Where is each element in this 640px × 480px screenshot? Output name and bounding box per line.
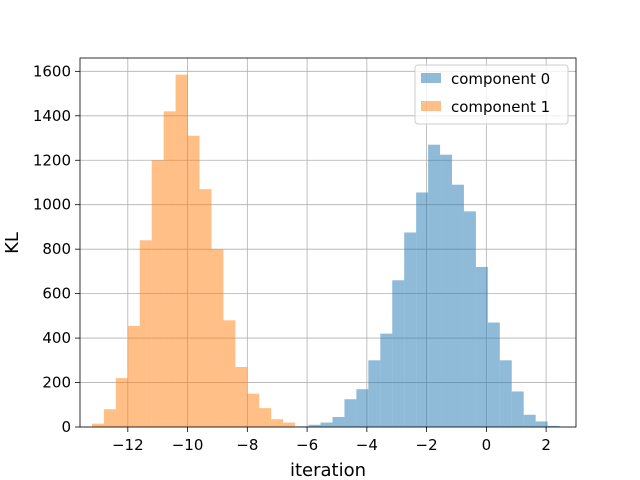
legend-box — [414, 64, 569, 125]
x-tick-label: 0 — [482, 436, 492, 454]
histogram-bar-component-0 — [535, 421, 548, 427]
y-tick-label: 400 — [42, 329, 71, 347]
ticks: −12 −10 −8 −6 −4 −2 0 2 0 200 400 600 800 1000 1200 140… — [33, 62, 551, 454]
histogram-bar-component-1 — [283, 422, 296, 427]
histogram-bar-component-0 — [392, 280, 405, 427]
histogram-bar-component-1 — [247, 393, 260, 427]
histogram-bar-component-1 — [91, 423, 104, 427]
x-axis-label: iteration — [290, 460, 366, 480]
y-tick-label: 600 — [42, 285, 71, 303]
histogram-bar-component-1 — [211, 249, 224, 427]
x-tick-label: 2 — [541, 436, 551, 454]
histogram-bar-component-0 — [428, 144, 441, 428]
histogram-bar-component-1 — [115, 378, 128, 427]
bars — [91, 74, 560, 428]
histogram-bar-component-0 — [416, 192, 429, 427]
histogram-bar-component-1 — [151, 160, 164, 428]
y-tick-label: 0 — [61, 418, 71, 436]
y-axis-label: KL — [2, 232, 23, 254]
histogram-bar-component-0 — [308, 424, 321, 427]
histogram-bar-component-1 — [175, 74, 188, 427]
x-tick-label: −4 — [356, 436, 378, 454]
histogram-bar-component-1 — [139, 240, 152, 427]
x-tick-label: −2 — [416, 436, 438, 454]
histogram-bar-component-1 — [163, 111, 176, 427]
histogram-bar-component-0 — [380, 333, 393, 427]
histogram-bar-component-0 — [487, 322, 500, 427]
x-tick-label: −12 — [112, 436, 144, 454]
histogram-bar-component-0 — [332, 416, 345, 427]
x-tick-label: −6 — [296, 436, 318, 454]
histogram-bar-component-0 — [499, 360, 512, 427]
legend: component 0 component 1 — [414, 64, 569, 125]
histogram-bar-component-1 — [127, 325, 140, 427]
legend-label-component-1: component 1 — [451, 98, 550, 116]
legend-swatch-component-0 — [421, 73, 441, 83]
histogram-bar-component-0 — [440, 154, 452, 427]
y-tick-label: 1000 — [33, 196, 71, 214]
y-tick-label: 1600 — [33, 62, 71, 80]
y-tick-label: 1200 — [33, 151, 71, 169]
histogram-bar-component-0 — [368, 360, 381, 427]
histogram-bar-component-1 — [187, 135, 200, 427]
x-tick-label: −8 — [236, 436, 258, 454]
histogram-bar-component-0 — [475, 266, 488, 427]
histogram-bar-component-0 — [463, 211, 476, 427]
y-tick-label: 200 — [42, 374, 71, 392]
histogram-bar-component-0 — [356, 389, 369, 427]
histogram-bar-component-1 — [223, 320, 236, 427]
histogram-bar-component-0 — [320, 422, 333, 427]
histogram-bar-component-1 — [235, 366, 248, 427]
histogram-bar-component-0 — [547, 425, 560, 427]
legend-label-component-0: component 0 — [451, 70, 550, 88]
plot-frame — [79, 57, 577, 428]
x-tick-label: −10 — [172, 436, 204, 454]
histogram-bar-component-0 — [344, 399, 357, 427]
legend-swatch-component-1 — [421, 101, 441, 111]
histogram-bar-component-1 — [271, 419, 284, 427]
histogram-bar-component-1 — [259, 408, 272, 427]
histogram-bar-component-1 — [199, 189, 212, 427]
histogram-bar-component-0 — [511, 391, 524, 427]
y-tick-label: 800 — [42, 240, 71, 258]
y-tick-label: 1400 — [33, 107, 71, 125]
histogram-bar-component-0 — [523, 414, 536, 427]
histogram-bar-component-0 — [404, 232, 417, 427]
histogram-bar-component-0 — [452, 184, 464, 427]
histogram-bar-component-1 — [103, 409, 116, 427]
